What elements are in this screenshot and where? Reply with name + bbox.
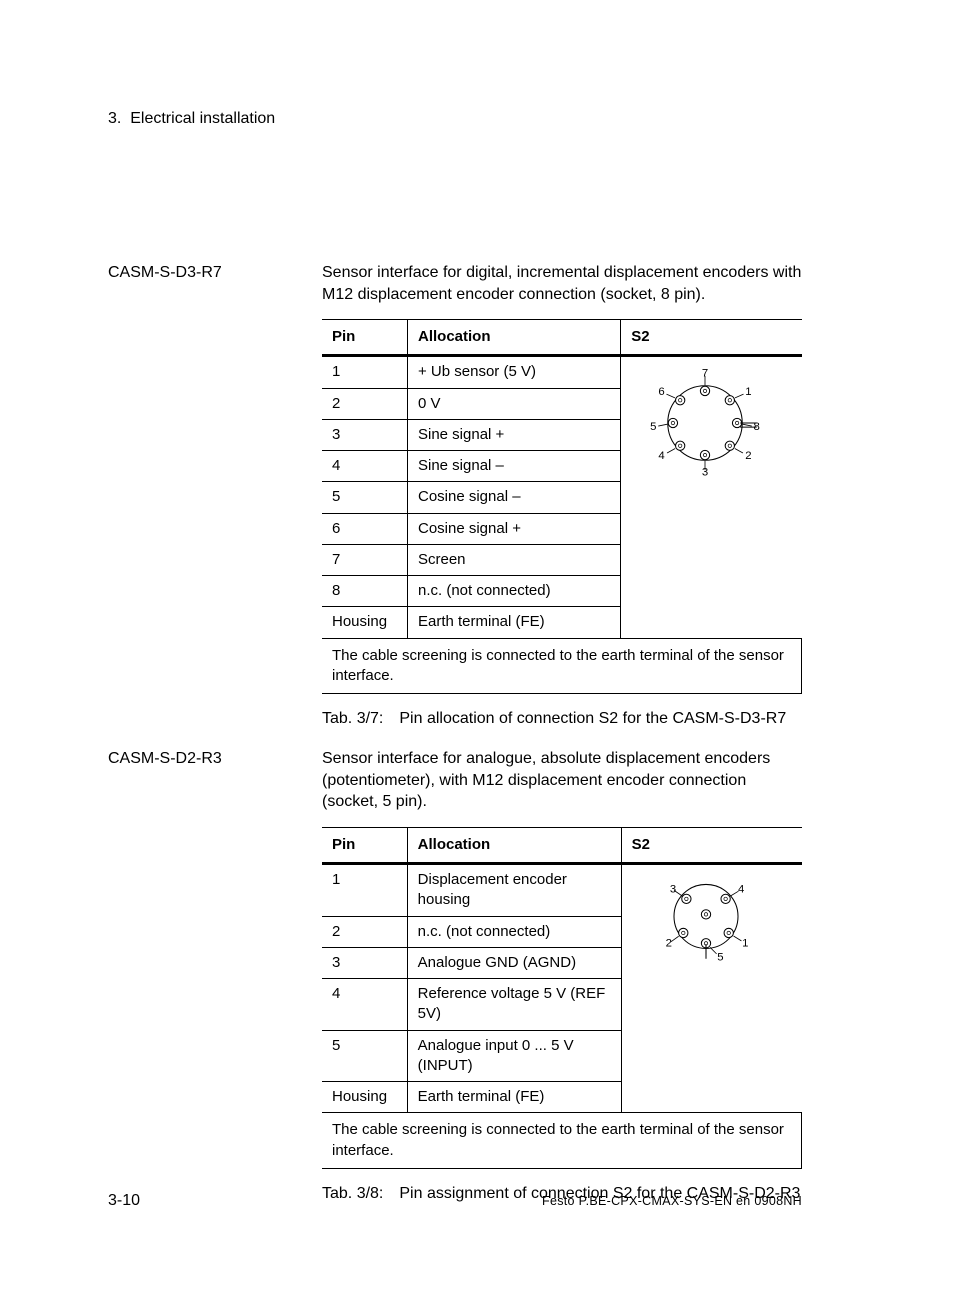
col-allocation: Allocation (407, 320, 620, 356)
document-id: Festo P.BE-CPX-CMAX-SYS-EN en 0908NH (542, 1193, 802, 1210)
connector-diagram-s2-5pin: 1 2 3 4 5 (621, 864, 801, 1113)
svg-text:2: 2 (745, 451, 751, 463)
m12-5pin-svg: 1 2 3 4 5 (626, 871, 786, 966)
cell-alloc: Analogue input 0 ... 5 V (INPUT) (407, 1030, 621, 1082)
cell-pin: Housing (322, 1082, 407, 1113)
page-footer: 3-10 Festo P.BE-CPX-CMAX-SYS-EN en 0908N… (108, 1190, 802, 1212)
cell-pin: 4 (322, 451, 407, 482)
table-header-row: Pin Allocation S2 (322, 827, 802, 863)
table-footnote: The cable screening is connected to the … (322, 1113, 802, 1169)
svg-text:2: 2 (665, 937, 671, 949)
svg-text:4: 4 (738, 884, 744, 896)
svg-text:1: 1 (745, 386, 751, 398)
chapter-heading: 3. Electrical installation (108, 108, 275, 130)
cell-alloc: Sine signal + (407, 419, 620, 450)
cell-alloc: n.c. (not connected) (407, 576, 620, 607)
cell-pin: 3 (322, 419, 407, 450)
cell-alloc: Cosine signal + (407, 513, 620, 544)
cell-pin: 2 (322, 916, 407, 947)
table-row: 1 Displacement encoder housing 12345 (322, 864, 802, 917)
cell-alloc: Earth terminal (FE) (407, 1082, 621, 1113)
cell-alloc: Screen (407, 544, 620, 575)
col-s2: S2 (621, 320, 802, 356)
chapter-number: 3. (108, 110, 121, 127)
svg-text:6: 6 (659, 386, 665, 398)
table-3-7-caption: Tab. 3/7: Pin allocation of connection S… (322, 708, 802, 730)
cell-alloc: 0 V (407, 388, 620, 419)
table-row: 1 + Ub sensor (5 V) 12345678 (322, 356, 802, 388)
cell-alloc: Cosine signal – (407, 482, 620, 513)
svg-text:3: 3 (702, 467, 708, 479)
section-description: Sensor interface for analogue, absolute … (322, 748, 802, 813)
section-side-label: CASM-S-D3-R7 (108, 262, 318, 284)
cell-pin: Housing (322, 607, 407, 638)
cell-pin: 7 (322, 544, 407, 575)
cell-pin: 1 (322, 356, 407, 388)
section-casm-s-d2-r3: CASM-S-D2-R3 Sensor interface for analog… (108, 748, 802, 1204)
section-side-label: CASM-S-D2-R3 (108, 748, 318, 770)
cell-pin: 4 (322, 979, 407, 1031)
cell-pin: 6 (322, 513, 407, 544)
pin-table-3-8: Pin Allocation S2 1 Displacement encoder… (322, 827, 802, 1169)
col-pin: Pin (322, 320, 407, 356)
chapter-title: Electrical installation (130, 110, 275, 127)
caption-label: Tab. 3/7: (322, 708, 383, 730)
pin-table-3-7: Pin Allocation S2 1 + Ub sensor (5 V) 12… (322, 319, 802, 694)
svg-text:5: 5 (717, 952, 723, 964)
cell-alloc: Reference voltage 5 V (REF 5V) (407, 979, 621, 1031)
cell-alloc: n.c. (not connected) (407, 916, 621, 947)
connector-diagram-s2-8pin: 12345678 (621, 356, 802, 638)
section-casm-s-d3-r7: CASM-S-D3-R7 Sensor interface for digita… (108, 262, 802, 730)
table-footnote: The cable screening is connected to the … (322, 638, 802, 694)
svg-text:3: 3 (669, 884, 675, 896)
col-allocation: Allocation (407, 827, 621, 863)
m12-8pin-svg: 12345678 (625, 363, 785, 483)
cell-alloc: Earth terminal (FE) (407, 607, 620, 638)
table-3-7-wrap: Pin Allocation S2 1 + Ub sensor (5 V) 12… (322, 319, 802, 694)
page-number: 3-10 (108, 1190, 140, 1212)
cell-pin: 3 (322, 947, 407, 978)
table-footnote-row: The cable screening is connected to the … (322, 1113, 802, 1169)
cell-pin: 1 (322, 864, 407, 917)
cell-pin: 5 (322, 482, 407, 513)
cell-pin: 2 (322, 388, 407, 419)
col-s2: S2 (621, 827, 801, 863)
table-3-8-wrap: Pin Allocation S2 1 Displacement encoder… (322, 827, 802, 1169)
table-header-row: Pin Allocation S2 (322, 320, 802, 356)
svg-text:7: 7 (702, 368, 708, 380)
cell-alloc: Displacement encoder housing (407, 864, 621, 917)
caption-text: Pin allocation of connection S2 for the … (399, 708, 802, 730)
table-footnote-row: The cable screening is connected to the … (322, 638, 802, 694)
svg-text:1: 1 (742, 937, 748, 949)
svg-text:4: 4 (659, 451, 665, 463)
cell-alloc: + Ub sensor (5 V) (407, 356, 620, 388)
cell-pin: 5 (322, 1030, 407, 1082)
col-pin: Pin (322, 827, 407, 863)
section-description: Sensor interface for digital, incrementa… (322, 262, 802, 305)
page: 3. Electrical installation CASM-S-D3-R7 … (0, 0, 954, 1306)
cell-pin: 8 (322, 576, 407, 607)
cell-alloc: Sine signal – (407, 451, 620, 482)
svg-text:5: 5 (650, 422, 656, 434)
cell-alloc: Analogue GND (AGND) (407, 947, 621, 978)
